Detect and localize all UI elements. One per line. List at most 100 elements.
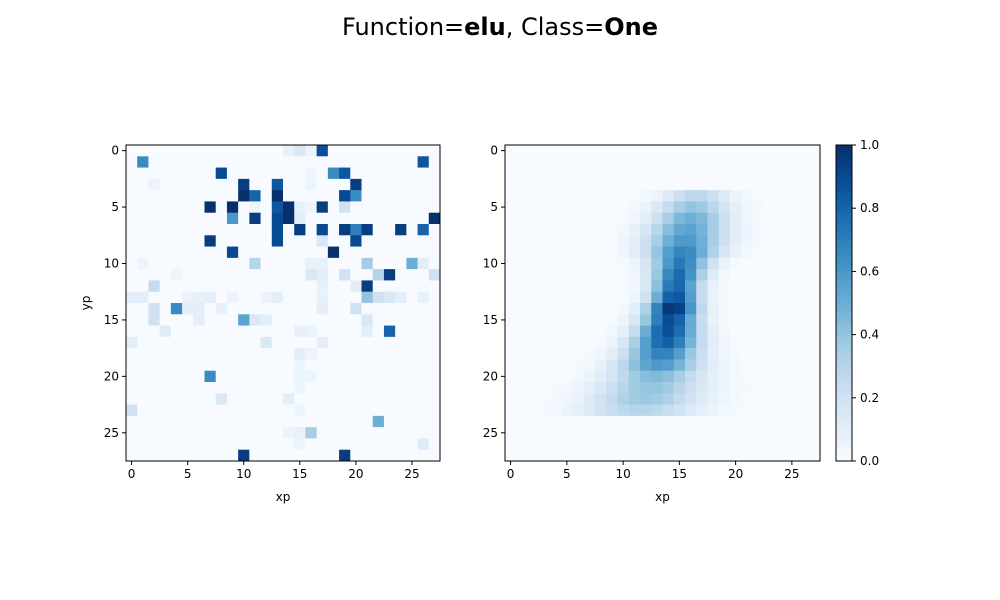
heatmap-cell [730, 393, 742, 406]
heatmap-cell [372, 336, 385, 349]
heatmap-cell [617, 303, 630, 315]
heatmap-cell [249, 212, 262, 225]
heatmap-cell [372, 280, 385, 293]
heatmap-cell [730, 449, 742, 462]
heatmap-cell [550, 348, 562, 360]
heatmap-cell [361, 449, 374, 462]
heatmap-cell [550, 269, 562, 281]
heatmap-cell [673, 145, 686, 157]
heatmap-cell [538, 370, 551, 383]
heatmap-cell [260, 370, 273, 383]
heatmap-cell [395, 359, 407, 372]
heatmap-cell [316, 314, 329, 327]
heatmap-cell [339, 359, 351, 372]
heatmap-cell [786, 336, 798, 349]
heatmap-cell [775, 201, 787, 214]
heatmap-cell [260, 145, 273, 157]
heatmap-cell [327, 404, 340, 417]
heatmap-cell [718, 336, 731, 349]
heatmap-cell [148, 201, 161, 214]
heatmap-cell [583, 246, 596, 259]
heatmap-cell [505, 235, 517, 248]
heatmap-cell [428, 438, 441, 451]
heatmap-cell [294, 280, 306, 293]
heatmap-cell [305, 438, 318, 451]
heatmap-cell [606, 156, 618, 169]
heatmap-cell [361, 382, 374, 394]
heatmap-cell [294, 382, 306, 394]
heatmap-cell [583, 212, 596, 225]
heatmap-cell [305, 269, 318, 281]
heatmap-cell [730, 427, 742, 439]
heatmap-cell [696, 438, 708, 451]
heatmap-cell [249, 303, 262, 315]
heatmap-cell [707, 156, 720, 169]
heatmap-cell [696, 370, 708, 383]
heatmap-cell [428, 449, 441, 462]
heatmap-cell [808, 370, 821, 383]
heatmap-cell [159, 156, 172, 169]
heatmap-cell [718, 404, 731, 417]
heatmap-cell [137, 167, 149, 180]
heatmap-cell [595, 156, 607, 169]
heatmap-cell [339, 257, 351, 270]
heatmap-cell [316, 167, 329, 180]
heatmap-cell [550, 325, 562, 338]
heatmap-cell [260, 212, 273, 225]
heatmap-cell [327, 145, 340, 157]
heatmap-cell [283, 269, 295, 281]
x-tick-label: 20 [348, 467, 363, 481]
heatmap-cell [159, 212, 172, 225]
heatmap-cell [606, 348, 618, 360]
heatmap-cell [159, 393, 172, 406]
colorbar-segment [836, 214, 852, 219]
heatmap-cell [406, 314, 419, 327]
heatmap-cell [550, 291, 562, 304]
heatmap-cell [752, 280, 765, 293]
heatmap-cell [395, 314, 407, 327]
heatmap-cell [395, 178, 407, 191]
heatmap-cell [417, 325, 430, 338]
heatmap-cell [685, 336, 697, 349]
x-tick-label: 15 [672, 467, 687, 481]
heatmap-cell [417, 224, 430, 236]
heatmap-cell [550, 449, 562, 462]
heatmap-cell [383, 303, 396, 315]
heatmap-cell [316, 235, 329, 248]
heatmap-cell [137, 224, 149, 236]
heatmap-cell [718, 449, 731, 462]
heatmap-cell [718, 415, 731, 428]
heatmap-cell [595, 235, 607, 248]
heatmap-cell [730, 167, 742, 180]
heatmap-cell [730, 269, 742, 281]
colorbar-segment [836, 448, 852, 452]
heatmap-cell [763, 325, 776, 338]
heatmap-cell [572, 201, 585, 214]
colorbar-segment [836, 236, 852, 241]
heatmap-cell [294, 370, 306, 383]
heatmap-cell [406, 303, 419, 315]
heatmap-cell [606, 269, 618, 281]
heatmap-cell [238, 404, 250, 417]
heatmap-cell [148, 382, 161, 394]
heatmap-cell [372, 382, 385, 394]
heatmap-cell [260, 291, 273, 304]
heatmap-cell [249, 190, 262, 202]
heatmap-cell [428, 190, 441, 202]
heatmap-cell [226, 393, 239, 406]
heatmap-cell [383, 212, 396, 225]
heatmap-cell [406, 449, 419, 462]
heatmap-cell [283, 427, 295, 439]
heatmap-cell [550, 438, 562, 451]
heatmap-cell [238, 145, 250, 157]
heatmap-cell [595, 359, 607, 372]
heatmap-cell [148, 438, 161, 451]
heatmap-cell [775, 348, 787, 360]
heatmap-cell [204, 303, 217, 315]
heatmap-cell [707, 382, 720, 394]
colorbar-segment [836, 391, 852, 396]
heatmap-cell [417, 370, 430, 383]
heatmap-cell [550, 359, 562, 372]
heatmap-cell [685, 325, 697, 338]
heatmap-cell [583, 145, 596, 157]
